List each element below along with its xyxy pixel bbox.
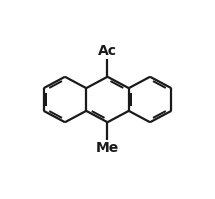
Text: Ac: Ac	[98, 44, 117, 58]
Text: Me: Me	[96, 141, 119, 155]
